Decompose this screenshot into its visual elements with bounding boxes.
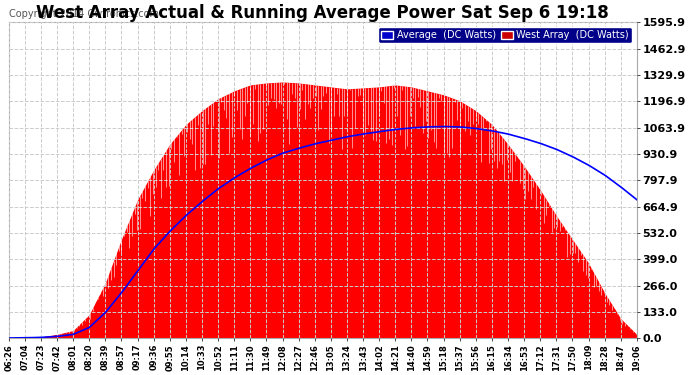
- Legend: Average  (DC Watts), West Array  (DC Watts): Average (DC Watts), West Array (DC Watts…: [379, 27, 632, 43]
- Title: West Array Actual & Running Average Power Sat Sep 6 19:18: West Array Actual & Running Average Powe…: [37, 4, 609, 22]
- Text: Copyright 2014 Cwtronics.com: Copyright 2014 Cwtronics.com: [9, 9, 159, 19]
